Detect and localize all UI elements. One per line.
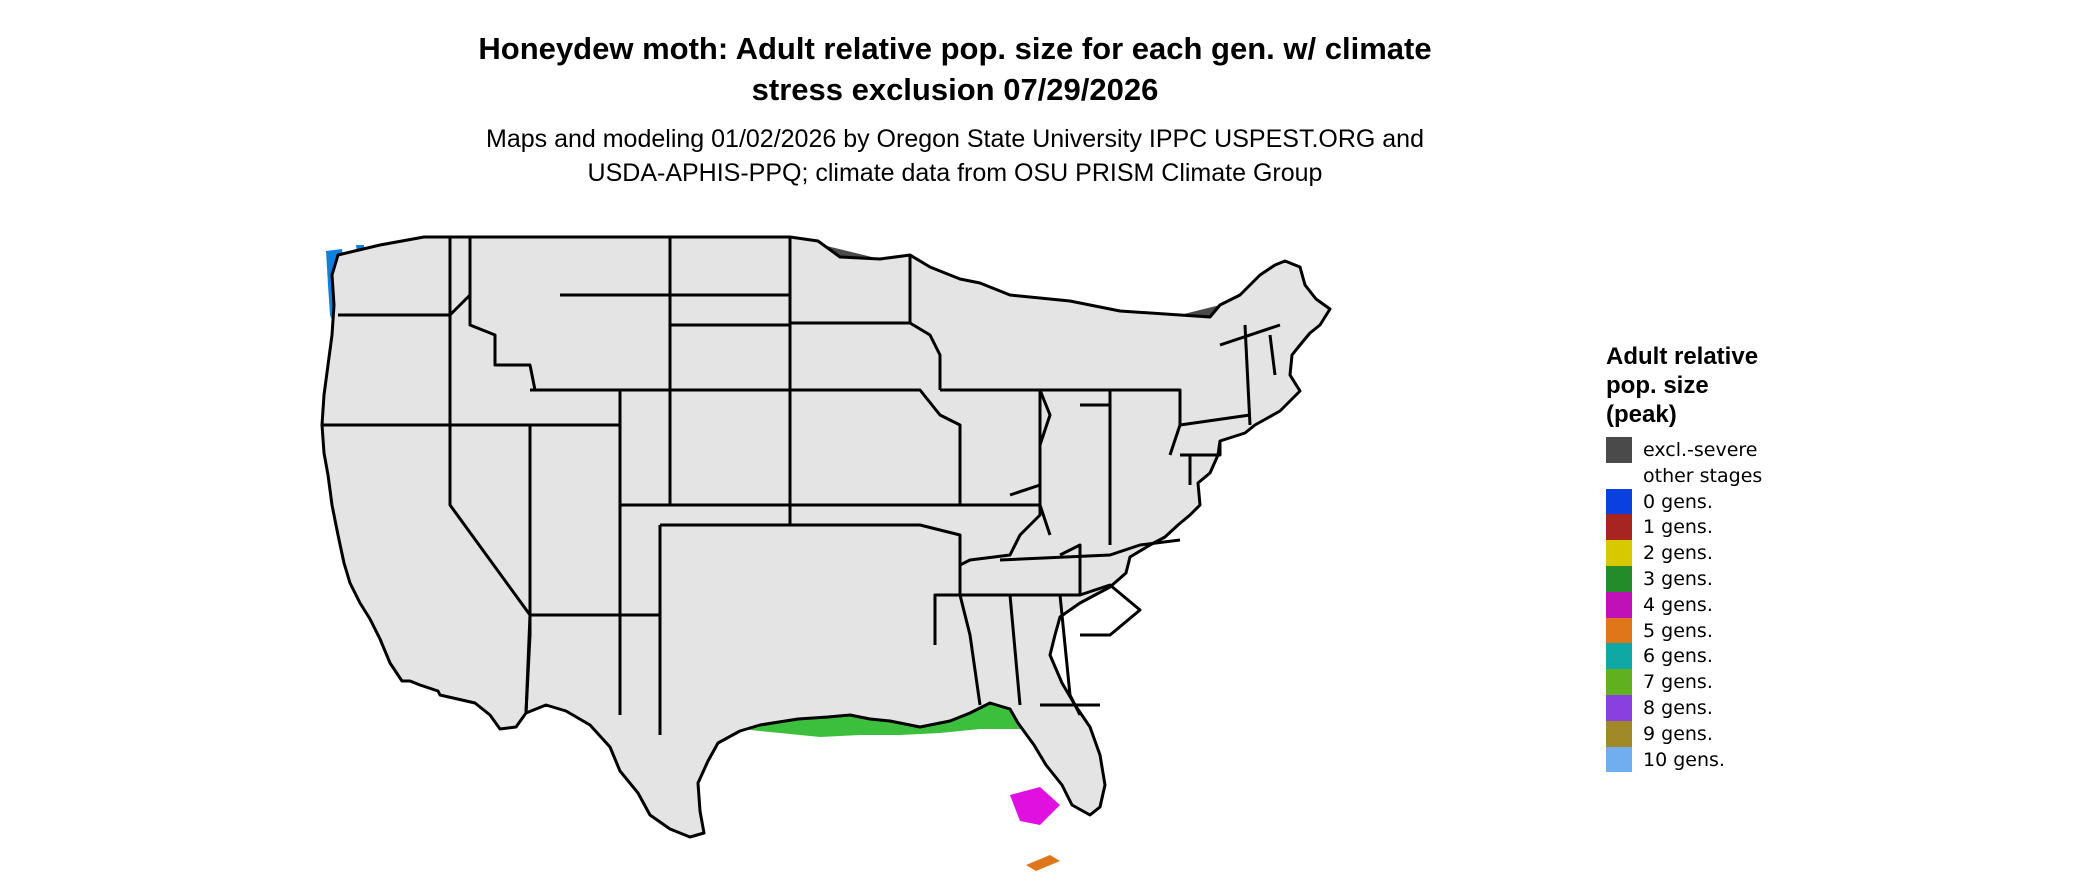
legend-item: 5 gens. — [1606, 617, 1826, 644]
legend-item: 6 gens. — [1606, 643, 1826, 670]
legend-item: 0 gens. — [1606, 488, 1826, 515]
legend-title: Adult relative pop. size (peak) — [1606, 342, 1826, 429]
legend-title-line-1: Adult relative — [1606, 343, 1759, 370]
legend-item: 8 gens. — [1606, 694, 1826, 721]
map-title-line-2: stress exclusion 07/29/2026 — [751, 72, 1159, 107]
legend-label: 2 gens. — [1643, 542, 1713, 565]
legend-item: 9 gens. — [1606, 720, 1826, 747]
legend-swatch — [1606, 565, 1632, 592]
map-subtitle-line-1: Maps and modeling 01/02/2026 by Oregon S… — [486, 125, 1424, 153]
legend-swatch — [1606, 437, 1632, 463]
legend-label: 8 gens. — [1643, 696, 1713, 719]
state-borders — [320, 235, 1332, 839]
legend-swatch — [1606, 746, 1632, 773]
legend-swatch — [1606, 488, 1632, 515]
legend-label: 5 gens. — [1643, 619, 1713, 642]
legend-item: 4 gens. — [1606, 591, 1826, 618]
legend-label: 6 gens. — [1643, 645, 1713, 668]
legend-item: 7 gens. — [1606, 669, 1826, 695]
legend-label: excl.-severe — [1643, 439, 1758, 461]
map-title-line-1: Honeydew moth: Adult relative pop. size … — [478, 31, 1432, 66]
map-legend: Adult relative pop. size (peak) excl.-se… — [1606, 342, 1826, 773]
gen5-zone — [1026, 855, 1060, 871]
legend-label: other stages — [1643, 464, 1763, 487]
legend-swatch — [1606, 720, 1632, 747]
legend-label: 9 gens. — [1643, 722, 1713, 745]
legend-swatch — [1606, 669, 1632, 695]
us-map — [320, 215, 1590, 895]
legend-label: 1 gens. — [1643, 516, 1713, 539]
legend-item: 1 gens. — [1606, 514, 1826, 541]
legend-item: 10 gens. — [1606, 746, 1826, 773]
legend-label: 7 gens. — [1643, 671, 1713, 694]
legend-swatch — [1606, 643, 1632, 670]
legend-swatch — [1606, 514, 1632, 541]
legend-item: other stages — [1606, 462, 1826, 489]
legend-item: 2 gens. — [1606, 540, 1826, 566]
legend-item: excl.-severe — [1606, 437, 1826, 463]
legend-item: 3 gens. — [1606, 565, 1826, 592]
legend-swatch — [1606, 617, 1632, 644]
legend-label: 4 gens. — [1643, 593, 1713, 616]
legend-label: 3 gens. — [1643, 567, 1713, 590]
us-map-svg — [320, 235, 1332, 871]
legend-label: 0 gens. — [1643, 490, 1713, 513]
legend-swatch — [1606, 591, 1632, 618]
legend-items: excl.-severe other stages 0 gens. 1 gens. 2 … — [1606, 437, 1826, 773]
legend-label: 10 gens. — [1643, 748, 1725, 771]
legend-title-line-2: pop. size — [1606, 372, 1709, 399]
legend-swatch — [1606, 462, 1632, 489]
map-subtitle: Maps and modeling 01/02/2026 by Oregon S… — [380, 122, 1530, 190]
legend-swatch — [1606, 694, 1632, 721]
map-subtitle-line-2: USDA-APHIS-PPQ; climate data from OSU PR… — [587, 159, 1323, 187]
legend-swatch — [1606, 540, 1632, 566]
legend-title-line-3: (peak) — [1606, 401, 1677, 428]
map-title: Honeydew moth: Adult relative pop. size … — [380, 28, 1530, 110]
